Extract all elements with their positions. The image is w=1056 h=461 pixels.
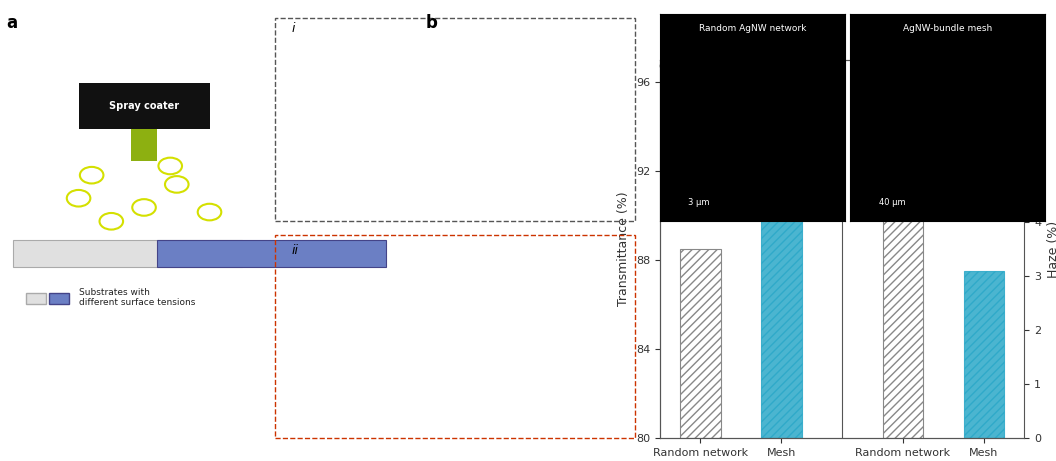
Bar bbox=[13, 240, 242, 267]
Text: Spray coater: Spray coater bbox=[109, 101, 180, 111]
Text: a: a bbox=[6, 14, 18, 32]
Text: c: c bbox=[658, 57, 668, 75]
Bar bbox=[49, 293, 69, 304]
Y-axis label: Transmittance (%): Transmittance (%) bbox=[618, 192, 630, 306]
Text: 3 μm: 3 μm bbox=[687, 198, 710, 207]
Bar bbox=[275, 235, 635, 438]
Bar bbox=[157, 240, 386, 267]
Y-axis label: Haze (%): Haze (%) bbox=[1046, 220, 1056, 278]
Text: Random AgNW network: Random AgNW network bbox=[699, 24, 806, 33]
Bar bbox=[680, 249, 720, 438]
Bar bbox=[78, 83, 209, 129]
Text: ii: ii bbox=[291, 243, 299, 257]
Bar bbox=[963, 271, 1004, 438]
Text: i: i bbox=[291, 22, 295, 35]
Bar bbox=[26, 293, 45, 304]
Bar bbox=[761, 144, 802, 438]
Bar bbox=[883, 146, 923, 438]
Text: b: b bbox=[426, 14, 437, 32]
Bar bbox=[275, 18, 635, 221]
Text: Substrates with
different surface tensions: Substrates with different surface tensio… bbox=[78, 288, 195, 307]
Bar bbox=[131, 129, 157, 161]
Text: 40 μm: 40 μm bbox=[880, 198, 906, 207]
Text: AgNW-bundle mesh: AgNW-bundle mesh bbox=[903, 24, 993, 33]
